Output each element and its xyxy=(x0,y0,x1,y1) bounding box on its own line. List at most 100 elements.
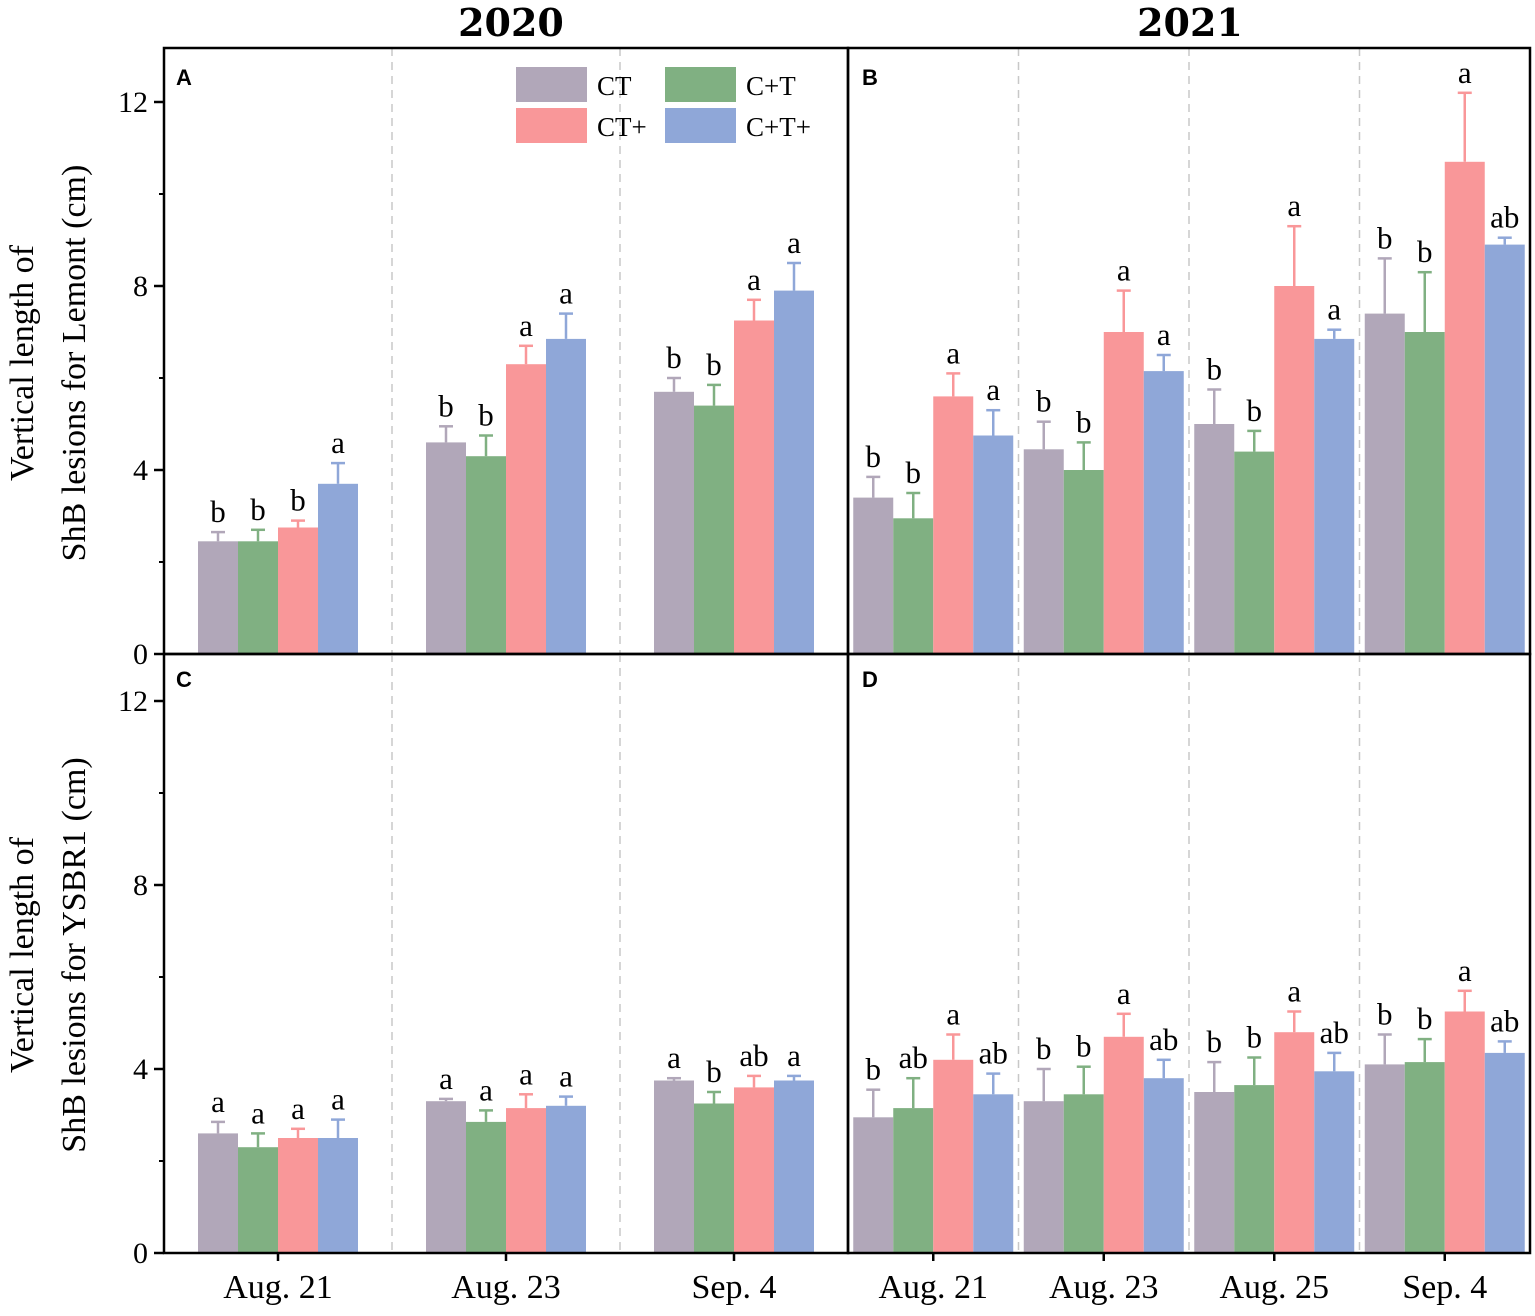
bar-d-ct-plus-aug-23 xyxy=(1103,1036,1144,1253)
significance-label: b xyxy=(1417,234,1433,269)
panel-frame xyxy=(846,652,1532,1255)
significance-label: b xyxy=(866,439,882,474)
bar-b-c-plust-aug-23 xyxy=(1063,470,1104,654)
significance-label: a xyxy=(291,1091,305,1126)
significance-label: b xyxy=(478,398,494,433)
bar-a-ct-aug-23 xyxy=(426,442,466,654)
bar-d-ct-aug-25 xyxy=(1194,1092,1235,1253)
bar-a-ct-plus-aug-21 xyxy=(278,527,318,654)
bar-a-ct-sep-4 xyxy=(654,391,694,654)
legend-label-c-t-plus: C+T+ xyxy=(746,112,811,142)
significance-label: ab xyxy=(1320,1015,1349,1050)
significance-label: ab xyxy=(1149,1022,1178,1057)
legend-label-ct-plus: CT+ xyxy=(597,112,647,142)
y-axis-label-top: Vertical length of ShB lesions for Lemon… xyxy=(4,165,93,562)
legend-swatch-ct-plus xyxy=(516,108,587,143)
significance-label: a xyxy=(1117,253,1131,288)
year-title-2020: 2020 xyxy=(458,0,564,45)
bar-d-ct-plus-aug-25 xyxy=(1274,1032,1315,1253)
bar-c-c-plust-plus-aug-21 xyxy=(318,1138,358,1253)
significance-label: a xyxy=(519,1056,533,1091)
x-tick-label: Aug. 23 xyxy=(451,1269,561,1306)
bar-d-c-plust-sep-4 xyxy=(1404,1062,1445,1253)
x-tick-label: Sep. 4 xyxy=(692,1269,777,1306)
bar-a-c-plust-plus-aug-21 xyxy=(318,483,358,654)
bar-d-c-plust-aug-25 xyxy=(1234,1085,1275,1253)
y-tick-label: 4 xyxy=(133,1053,148,1086)
bar-c-ct-plus-aug-23 xyxy=(506,1108,546,1253)
y-tick-label: 12 xyxy=(118,86,148,119)
bar-c-ct-sep-4 xyxy=(654,1080,694,1253)
panel-label-a: A xyxy=(176,65,192,90)
bar-b-ct-plus-aug-25 xyxy=(1274,286,1315,654)
bar-b-c-plust-plus-aug-25 xyxy=(1314,338,1355,654)
significance-label: a xyxy=(986,372,1000,407)
significance-label: a xyxy=(1287,974,1301,1009)
significance-label: a xyxy=(439,1061,453,1096)
significance-label: a xyxy=(211,1084,225,1119)
bar-b-c-plust-plus-aug-21 xyxy=(973,435,1014,654)
significance-label: a xyxy=(331,1082,345,1117)
significance-label: b xyxy=(1036,1031,1052,1066)
significance-label: ab xyxy=(739,1038,768,1073)
bar-b-c-plust-aug-25 xyxy=(1234,451,1275,654)
bar-d-ct-aug-21 xyxy=(853,1117,894,1253)
bar-c-c-plust-plus-aug-23 xyxy=(546,1105,586,1253)
significance-label: b xyxy=(438,388,454,423)
legend-label-ct: CT xyxy=(597,71,632,101)
year-title-2021: 2021 xyxy=(1137,0,1243,45)
significance-label: b xyxy=(906,455,922,490)
significance-label: a xyxy=(1458,953,1472,988)
significance-label: b xyxy=(706,347,722,382)
bar-b-ct-plus-sep-4 xyxy=(1444,161,1485,655)
x-tick-label: Aug. 23 xyxy=(1049,1269,1159,1306)
bar-c-c-plust-aug-23 xyxy=(466,1121,506,1253)
y-tick-label: 0 xyxy=(133,1237,148,1270)
significance-label: b xyxy=(1076,404,1092,439)
bar-b-ct-aug-25 xyxy=(1194,424,1235,654)
legend-swatch-c-t xyxy=(665,67,736,102)
bar-b-c-plust-plus-sep-4 xyxy=(1484,244,1525,654)
significance-label: a xyxy=(251,1095,265,1130)
significance-label: a xyxy=(479,1072,493,1107)
bar-c-c-plust-sep-4 xyxy=(694,1103,734,1253)
x-tick-label: Aug. 25 xyxy=(1219,1269,1329,1306)
significance-label: a xyxy=(331,425,345,460)
significance-label: b xyxy=(250,492,266,527)
significance-label: b xyxy=(210,494,226,529)
bar-a-c-plust-plus-sep-4 xyxy=(774,290,814,654)
significance-label: b xyxy=(1036,384,1052,419)
significance-label: b xyxy=(290,483,306,518)
significance-label: a xyxy=(747,262,761,297)
significance-label: a xyxy=(787,225,801,260)
x-tick-label: Aug. 21 xyxy=(878,1269,988,1306)
bar-c-c-plust-plus-sep-4 xyxy=(774,1080,814,1253)
significance-label: a xyxy=(1458,55,1472,90)
bar-c-ct-plus-sep-4 xyxy=(734,1087,774,1253)
bar-d-c-plust-aug-21 xyxy=(893,1108,934,1253)
bar-a-c-plust-aug-23 xyxy=(466,456,506,654)
significance-label: ab xyxy=(899,1040,928,1075)
significance-label: ab xyxy=(979,1036,1008,1071)
x-tick-label: Sep. 4 xyxy=(1402,1269,1487,1306)
significance-label: b xyxy=(1207,352,1223,387)
y-axis-label-top-line2: ShB lesions for Lemont (cm) xyxy=(56,165,93,562)
legend-swatch-c-t-plus xyxy=(665,108,736,143)
y-axis-label-bottom: Vertical length of ShB lesions for YSBR1… xyxy=(4,757,93,1152)
bar-d-c-plust-plus-sep-4 xyxy=(1484,1052,1525,1253)
y-tick-label: 8 xyxy=(133,270,148,303)
significance-label: b xyxy=(1207,1024,1223,1059)
significance-label: b xyxy=(666,340,682,375)
bar-b-c-plust-aug-21 xyxy=(893,518,934,654)
significance-label: b xyxy=(1247,393,1263,428)
bar-d-c-plust-plus-aug-23 xyxy=(1143,1078,1184,1253)
legend: CT C+T CT+ C+T+ xyxy=(516,67,811,143)
x-tick-label: Aug. 21 xyxy=(223,1269,333,1306)
significance-label: a xyxy=(559,1059,573,1094)
bar-c-ct-plus-aug-21 xyxy=(278,1138,318,1253)
significance-label: b xyxy=(1247,1020,1263,1055)
bar-b-ct-sep-4 xyxy=(1364,313,1405,654)
